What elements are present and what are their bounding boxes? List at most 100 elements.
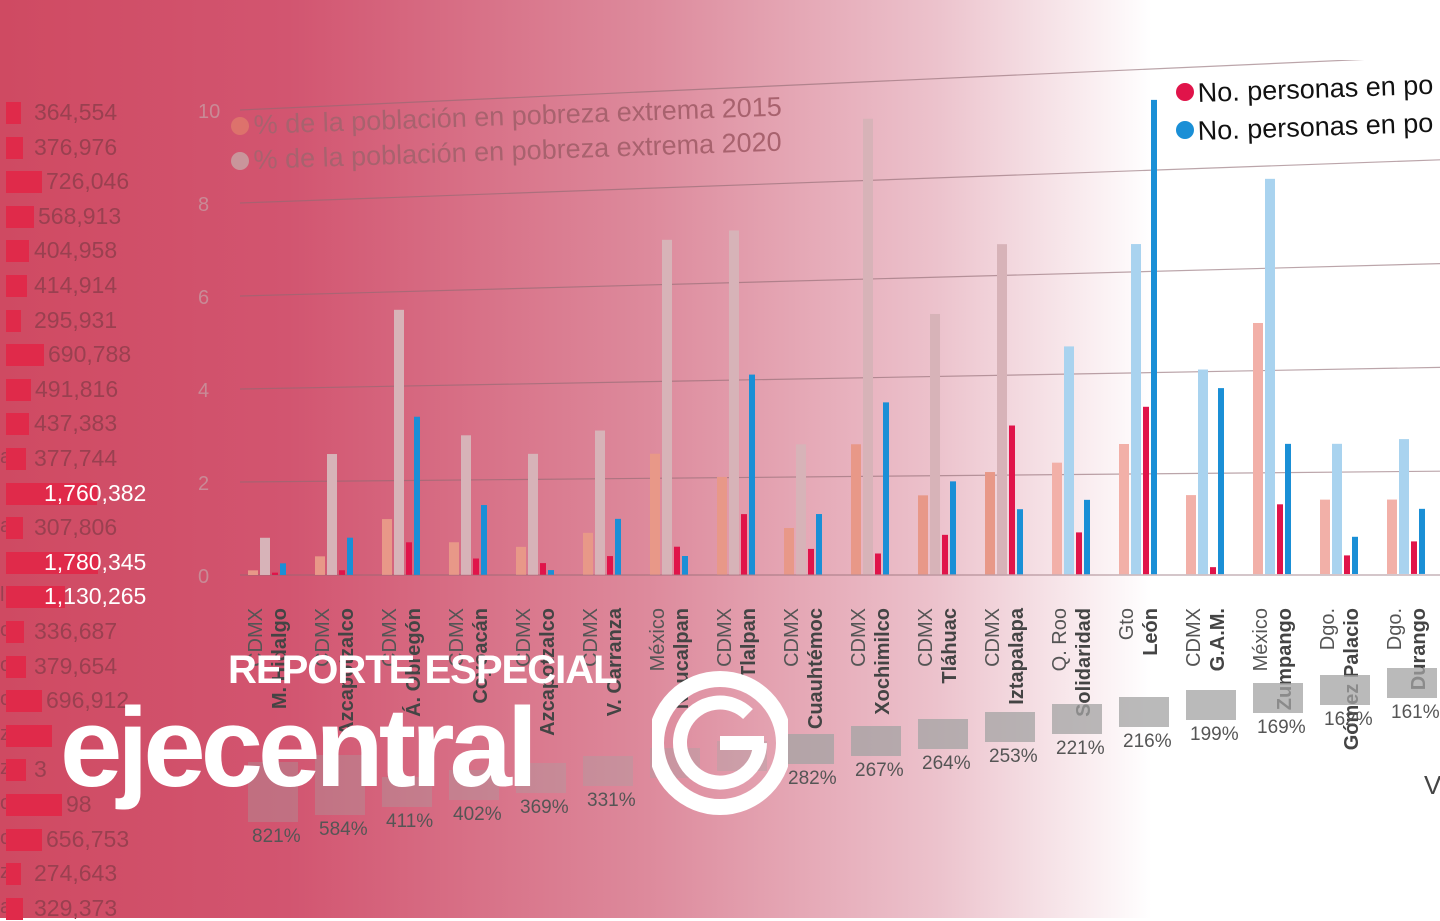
- bar-2020: [1064, 346, 1074, 575]
- list-item: 364,554: [0, 100, 180, 124]
- value-label: 336,687: [34, 618, 118, 644]
- category-state: CDMX: [446, 608, 468, 667]
- bar-count-2020: [1017, 509, 1023, 575]
- category-city: Azcapotzalco: [537, 608, 559, 736]
- list-item: o 336,687: [0, 619, 180, 643]
- list-item: a 377,744: [0, 446, 180, 470]
- bar-2020: [260, 537, 270, 575]
- bar-2020: [461, 435, 471, 575]
- bar-count-2020: [1084, 499, 1090, 575]
- bar-count-2020: [481, 505, 487, 575]
- value-label: 568,913: [38, 202, 122, 229]
- bar-count-2020: [615, 518, 621, 575]
- list-item: o 656,753: [0, 827, 180, 851]
- list-item: l 1,130,265: [0, 583, 180, 610]
- bar-2020: [1332, 443, 1342, 575]
- bar-count-2015: [272, 572, 278, 575]
- value-label: 364,554: [34, 99, 118, 125]
- list-item: 568,913: [0, 204, 180, 228]
- value-label: 377,744: [34, 445, 118, 471]
- bar-2015: [717, 476, 727, 575]
- value-bar: [6, 724, 52, 747]
- value-bar: [6, 897, 23, 920]
- logo-e-mark-icon: [652, 671, 788, 815]
- bar-2020: [729, 230, 739, 575]
- bar-2020: [930, 313, 940, 575]
- bar-2020: [1265, 178, 1275, 575]
- bar-2015: [1052, 462, 1062, 575]
- bar-2020: [1131, 244, 1141, 575]
- bar-2020: [1198, 369, 1208, 575]
- increase-label: 369%: [520, 796, 569, 818]
- category-label: CDMX Coyoacán: [446, 608, 492, 704]
- list-item: a 307,806: [0, 514, 180, 541]
- increase-label: 169%: [1257, 716, 1306, 738]
- value-label: 376,976: [34, 133, 118, 160]
- bar-2015: [918, 495, 928, 575]
- category-label: CDMX Azcapotzalco: [513, 608, 559, 736]
- bar-count-2020: [950, 481, 956, 575]
- increase-box: [1253, 682, 1303, 713]
- value-label: 1,780,345: [44, 548, 147, 575]
- value-bar: [6, 690, 42, 713]
- value-bar: [6, 413, 29, 436]
- bar-2015: [851, 444, 861, 575]
- bar-count-2015: [1411, 541, 1417, 574]
- bar-count-2020: [1352, 536, 1358, 574]
- bar-2020: [394, 309, 404, 575]
- bar-count-2020: [816, 514, 822, 575]
- value-bar: [6, 586, 65, 609]
- category-city: Xochimilco: [872, 608, 894, 715]
- bar-2015: [1320, 499, 1330, 575]
- category-label: CDMX M. Hidalgo: [245, 608, 291, 709]
- bar-2020: [662, 239, 672, 575]
- gridline: [239, 60, 1365, 111]
- value-label: 329,373: [34, 894, 118, 921]
- bar-count-2015: [540, 563, 546, 575]
- value-bar: [6, 621, 24, 643]
- value-label: 307,806: [34, 514, 118, 541]
- increase-label: 253%: [989, 745, 1038, 767]
- increase-label: 162%: [1324, 709, 1373, 731]
- bar-2020: [327, 454, 337, 575]
- category-state: Dgo.: [1317, 608, 1339, 650]
- category-city: Coyoacán: [470, 608, 492, 704]
- bar-count-2015: [741, 514, 747, 575]
- ejecentral-logo: REPORTE ESPECIAL ejecentral: [60, 640, 800, 840]
- list-item: 437,383: [0, 411, 180, 436]
- value-bar: [6, 275, 27, 297]
- legend-label: No. personas en po: [1197, 108, 1434, 146]
- value-bar: [6, 863, 21, 886]
- row-stub-text: o: [0, 688, 11, 711]
- value-label: 414,914: [34, 272, 118, 298]
- category-label: CDMX Tlalpan: [714, 608, 760, 678]
- value-bar: [6, 448, 26, 470]
- category-label: CDMX Iztapalapa: [982, 607, 1028, 705]
- value-bar: [6, 759, 26, 782]
- category-state: CDMX: [580, 608, 602, 667]
- category-state: Gto: [1116, 608, 1138, 640]
- bar-count-2015: [473, 558, 479, 575]
- gridline: [239, 263, 1440, 297]
- row-stub-text: z: [0, 757, 10, 780]
- value-bar: [6, 378, 31, 401]
- value-label: 379,654: [34, 652, 118, 679]
- value-label: 295,931: [34, 306, 118, 333]
- list-item: z: [0, 723, 180, 747]
- value-label: 1,760,382: [44, 479, 147, 506]
- y-tick-label: 10: [198, 101, 220, 123]
- value-label: 274,643: [34, 860, 118, 887]
- bar-2015: [1253, 322, 1263, 575]
- bar-2020: [997, 244, 1007, 575]
- value-label: 1,130,265: [44, 583, 147, 610]
- bar-count-2015: [1143, 406, 1149, 575]
- category-state: CDMX: [982, 608, 1004, 667]
- bar-count-2020: [883, 402, 889, 575]
- legend-label: No. personas en po: [1197, 70, 1434, 108]
- legend-swatch: [1176, 121, 1194, 139]
- increase-box: [382, 777, 432, 808]
- list-item: o 696,912: [0, 688, 180, 713]
- y-tick-label: 8: [198, 194, 209, 216]
